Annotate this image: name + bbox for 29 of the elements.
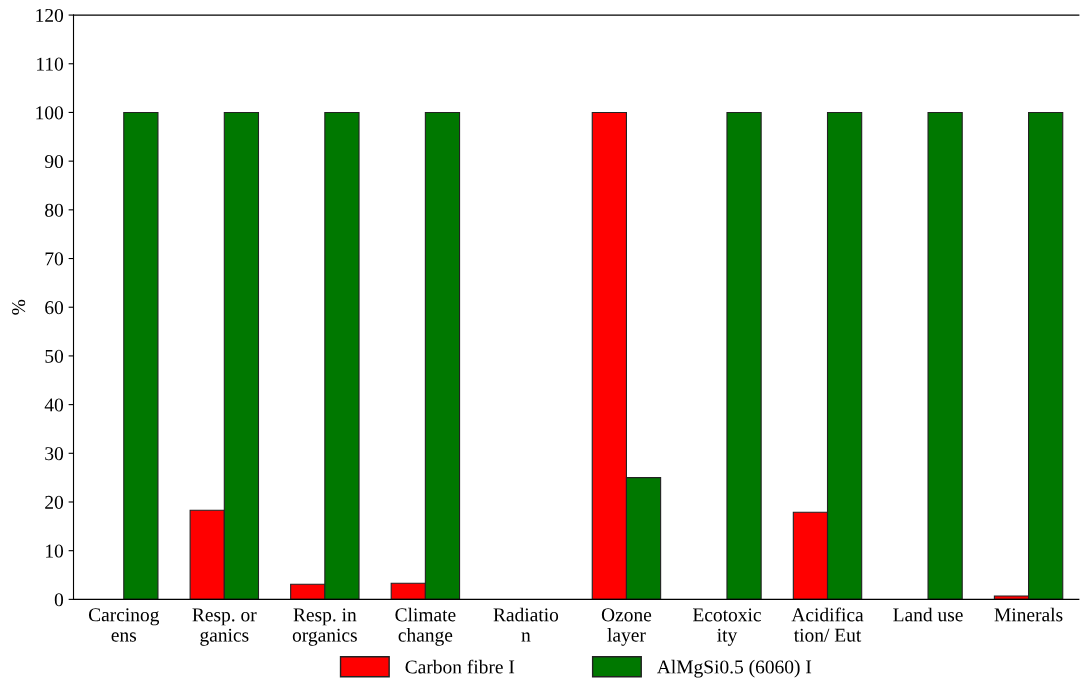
y-tick-label: 70 xyxy=(45,252,64,266)
x-tick-label: Carcinog ens xyxy=(88,608,160,642)
x-tick-label: Minerals xyxy=(994,607,1063,622)
x-tick-label: Climate change xyxy=(395,607,456,646)
bar xyxy=(927,111,963,600)
y-tick-label: 20 xyxy=(45,495,64,509)
y-tick-label: 30 xyxy=(45,447,64,461)
x-tick-label: Radiatio n xyxy=(493,607,559,642)
x-tick-label: Resp. in organics xyxy=(292,608,357,646)
x-tick-label: Ozone layer xyxy=(601,608,652,646)
x-tick-label: Resp. or ganics xyxy=(192,608,257,646)
y-tick-label: 80 xyxy=(45,203,64,217)
bar xyxy=(726,111,762,600)
y-tick-label: 60 xyxy=(45,301,64,315)
y-axis-title: % xyxy=(11,299,26,315)
y-tick-label: 90 xyxy=(44,154,64,169)
x-tick-label: Acidifica tion/ Eut xyxy=(791,607,864,642)
y-tick-label: 40 xyxy=(44,398,64,412)
x-tick-label: Land use xyxy=(893,607,963,622)
y-tick-label: 10 xyxy=(46,544,64,558)
legend-label: AlMgSi0.5 (6060) I xyxy=(656,659,812,678)
bar xyxy=(123,111,159,600)
y-tick-label: 110 xyxy=(37,57,64,71)
y-tick-label: 50 xyxy=(45,349,64,363)
x-tick-label: Ecotoxic ity xyxy=(692,608,761,646)
y-tick-label: 120 xyxy=(36,8,64,23)
y-tick-label: 0 xyxy=(54,593,64,607)
y-tick-label: 100 xyxy=(36,106,64,120)
legend-label: Carbon fibre I xyxy=(405,659,515,674)
